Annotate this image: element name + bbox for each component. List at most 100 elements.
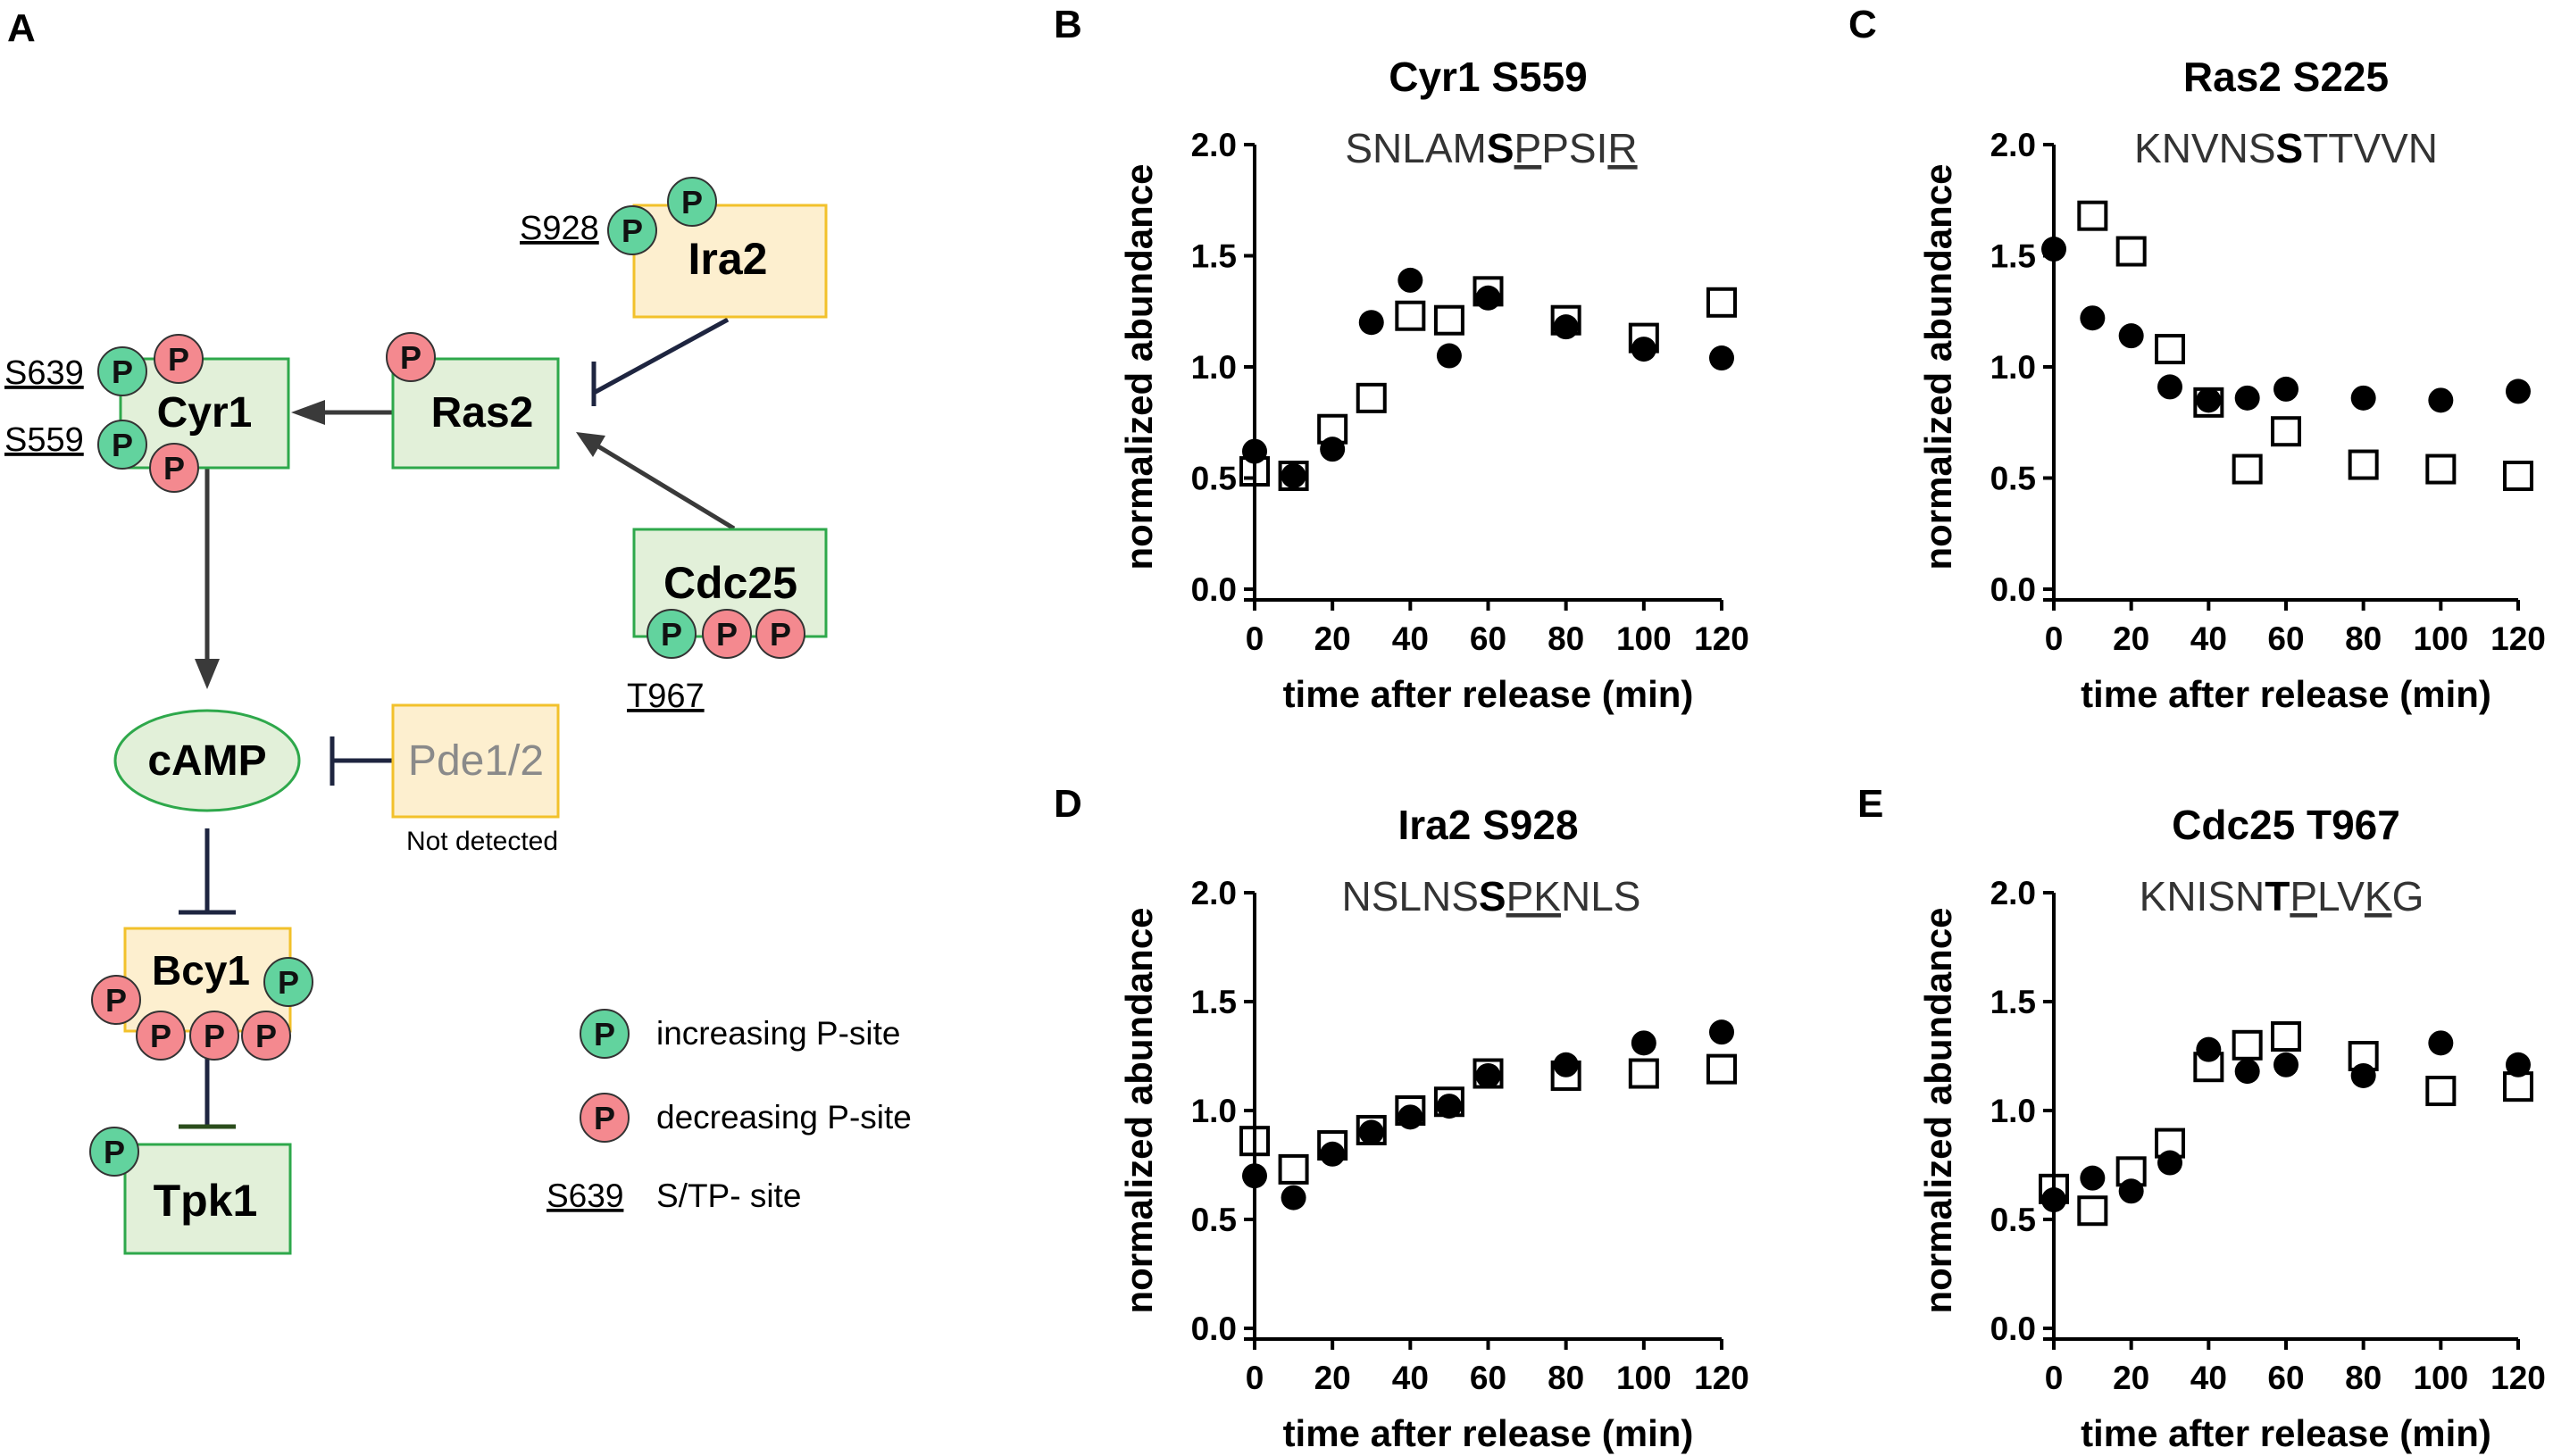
chart1-sequence: SNLAMSPPSIR xyxy=(1345,125,1637,171)
chart2-x-title: time after release (min) xyxy=(2081,673,2491,715)
chart1-x-title: time after release (min) xyxy=(1283,673,1694,715)
chart4-point-filled xyxy=(2041,1187,2066,1213)
chart2-y-tick-label: 0.0 xyxy=(1990,571,2036,608)
chart2-x-tick-label: 40 xyxy=(2190,620,2227,657)
chart4-x-tick-label: 120 xyxy=(2490,1360,2546,1396)
node-ira2-label: Ira2 xyxy=(688,234,768,284)
chart1-title: Cyr1 S559 xyxy=(1389,54,1588,100)
chart2-point-filled xyxy=(2234,385,2260,411)
chart4-point-filled xyxy=(2274,1052,2299,1077)
phospho-tpk1: P xyxy=(89,1127,139,1177)
node-bcy1-label: Bcy1 xyxy=(152,947,250,994)
legend-increasing: increasing P-site xyxy=(656,1015,901,1052)
chart2-y-tick-label: 0.5 xyxy=(1990,461,2036,497)
chart3-y-tick-label: 1.5 xyxy=(1191,984,1237,1020)
chart2-x-tick-label: 20 xyxy=(2113,620,2149,657)
chart4-sequence-part: T xyxy=(2265,873,2290,919)
chart1-point-open xyxy=(1628,322,1659,354)
chart2-y-tick-label: 2.0 xyxy=(1990,127,2036,163)
node-pde xyxy=(391,703,560,819)
chart3-point-open xyxy=(1473,1058,1504,1089)
chart1-point-filled xyxy=(1320,437,1346,462)
arrow-cdc25-to-ras2 xyxy=(597,444,736,531)
pathway-diagram: Cyr1 Ras2 Ira2 Cdc25 cAMP Pde1/2 Not det… xyxy=(4,177,912,1255)
chart2-sequence-part: TTVVN xyxy=(2303,125,2438,171)
chart3-point-filled xyxy=(1553,1052,1579,1077)
chart2-point-filled xyxy=(2157,374,2182,400)
svg-text:P: P xyxy=(681,184,703,220)
panel-label-a: A xyxy=(7,6,36,50)
chart1-point-open xyxy=(1395,300,1426,331)
chart4-sequence-part: K xyxy=(2365,873,2392,919)
node-camp xyxy=(113,709,301,812)
chart3-y-tick-label: 2.0 xyxy=(1191,875,1237,911)
chart4-sequence-part: P xyxy=(2290,873,2317,919)
chart3-y-title: normalized abundance xyxy=(1118,907,1160,1313)
chart3-point-open xyxy=(1278,1153,1309,1185)
chart2-x-tick-label: 120 xyxy=(2490,620,2546,657)
chart2-point-open xyxy=(2077,200,2108,231)
chart2-point-filled xyxy=(2041,237,2066,262)
chart1-point-filled xyxy=(1397,267,1423,293)
panel-label-e: E xyxy=(1857,782,1883,826)
chart1-sequence-part: P xyxy=(1514,125,1542,171)
chart3-point-filled xyxy=(1242,1163,1267,1189)
chart2-point-open xyxy=(2425,453,2457,485)
chart4-point-open xyxy=(2503,1071,2533,1102)
chart1-x-tick-label: 20 xyxy=(1314,620,1351,657)
chart3-point-filled xyxy=(1358,1119,1384,1145)
chart1-y-tick-label: 0.0 xyxy=(1191,571,1237,608)
chart4-y-tick-label: 0.0 xyxy=(1990,1310,2036,1347)
pde-not-detected: Not detected xyxy=(406,827,558,856)
chart1-y-tick-label: 0.5 xyxy=(1191,461,1237,497)
chart4-point-filled xyxy=(2350,1062,2376,1088)
chart4-point-open xyxy=(2193,1052,2224,1083)
chart2-point-filled xyxy=(2428,387,2454,413)
chart2-point-filled xyxy=(2196,387,2222,413)
chart3-x-tick-label: 100 xyxy=(1616,1360,1672,1396)
chart1-point-filled xyxy=(1242,438,1267,464)
chart3-point-filled xyxy=(1475,1062,1501,1088)
legend-site-desc: S/TP- site xyxy=(656,1177,801,1214)
chart1-point-filled xyxy=(1553,314,1579,340)
chart2-y-tick-label: 1.5 xyxy=(1990,238,2036,275)
chart2-x-tick-label: 0 xyxy=(2045,620,2064,657)
chart3-x-tick-label: 20 xyxy=(1314,1360,1351,1396)
inhibit-ira2-ras2 xyxy=(592,317,730,395)
chart4-sequence-part: LV xyxy=(2317,873,2365,919)
chart2-x-tick-label: 100 xyxy=(2413,620,2468,657)
node-ira2 xyxy=(632,204,828,319)
chart1-sequence-part: PSI xyxy=(1541,125,1607,171)
svg-text:P: P xyxy=(112,427,133,463)
chart3-y-tick-label: 0.0 xyxy=(1191,1310,1237,1347)
chart4-x-tick-label: 0 xyxy=(2045,1360,2064,1396)
node-cyr1-label: Cyr1 xyxy=(157,389,253,437)
chart3-x-tick-label: 40 xyxy=(1392,1360,1429,1396)
chart4-x-title: time after release (min) xyxy=(2081,1412,2491,1454)
chart1-sequence-part: R xyxy=(1607,125,1637,171)
arrowhead-ras2 xyxy=(576,432,605,457)
chart3-title: Ira2 S928 xyxy=(1397,802,1578,848)
chart3-sequence-part: PK xyxy=(1506,873,1562,919)
chart3-point-filled xyxy=(1436,1094,1462,1119)
node-ras2-label: Ras2 xyxy=(431,389,534,437)
chart2-point-open xyxy=(2155,334,2185,365)
chart4-y-tick-label: 1.0 xyxy=(1990,1093,2036,1129)
chart3-point-open xyxy=(1356,1114,1387,1145)
svg-text:P: P xyxy=(278,964,299,1001)
chart1-x-tick-label: 120 xyxy=(1694,620,1749,657)
chart4-x-tick-label: 40 xyxy=(2190,1360,2227,1396)
chart4-x-tick-label: 80 xyxy=(2345,1360,2382,1396)
chart2-point-filled xyxy=(2274,376,2299,402)
chart4-point-filled xyxy=(2118,1178,2144,1204)
svg-text:P: P xyxy=(622,212,643,249)
node-cdc25-label: Cdc25 xyxy=(663,558,797,608)
chart4-point-open xyxy=(2425,1076,2457,1107)
chart4-sequence: KNISNTPLVKG xyxy=(2140,873,2424,919)
chart1-point-filled xyxy=(1436,343,1462,369)
chart2-sequence: KNVNSSTTVVN xyxy=(2134,125,2438,171)
svg-text:P: P xyxy=(661,616,682,653)
phospho-bcy1: P P P P P xyxy=(91,957,313,1061)
chart2-sequence-part: KNVNS xyxy=(2134,125,2275,171)
